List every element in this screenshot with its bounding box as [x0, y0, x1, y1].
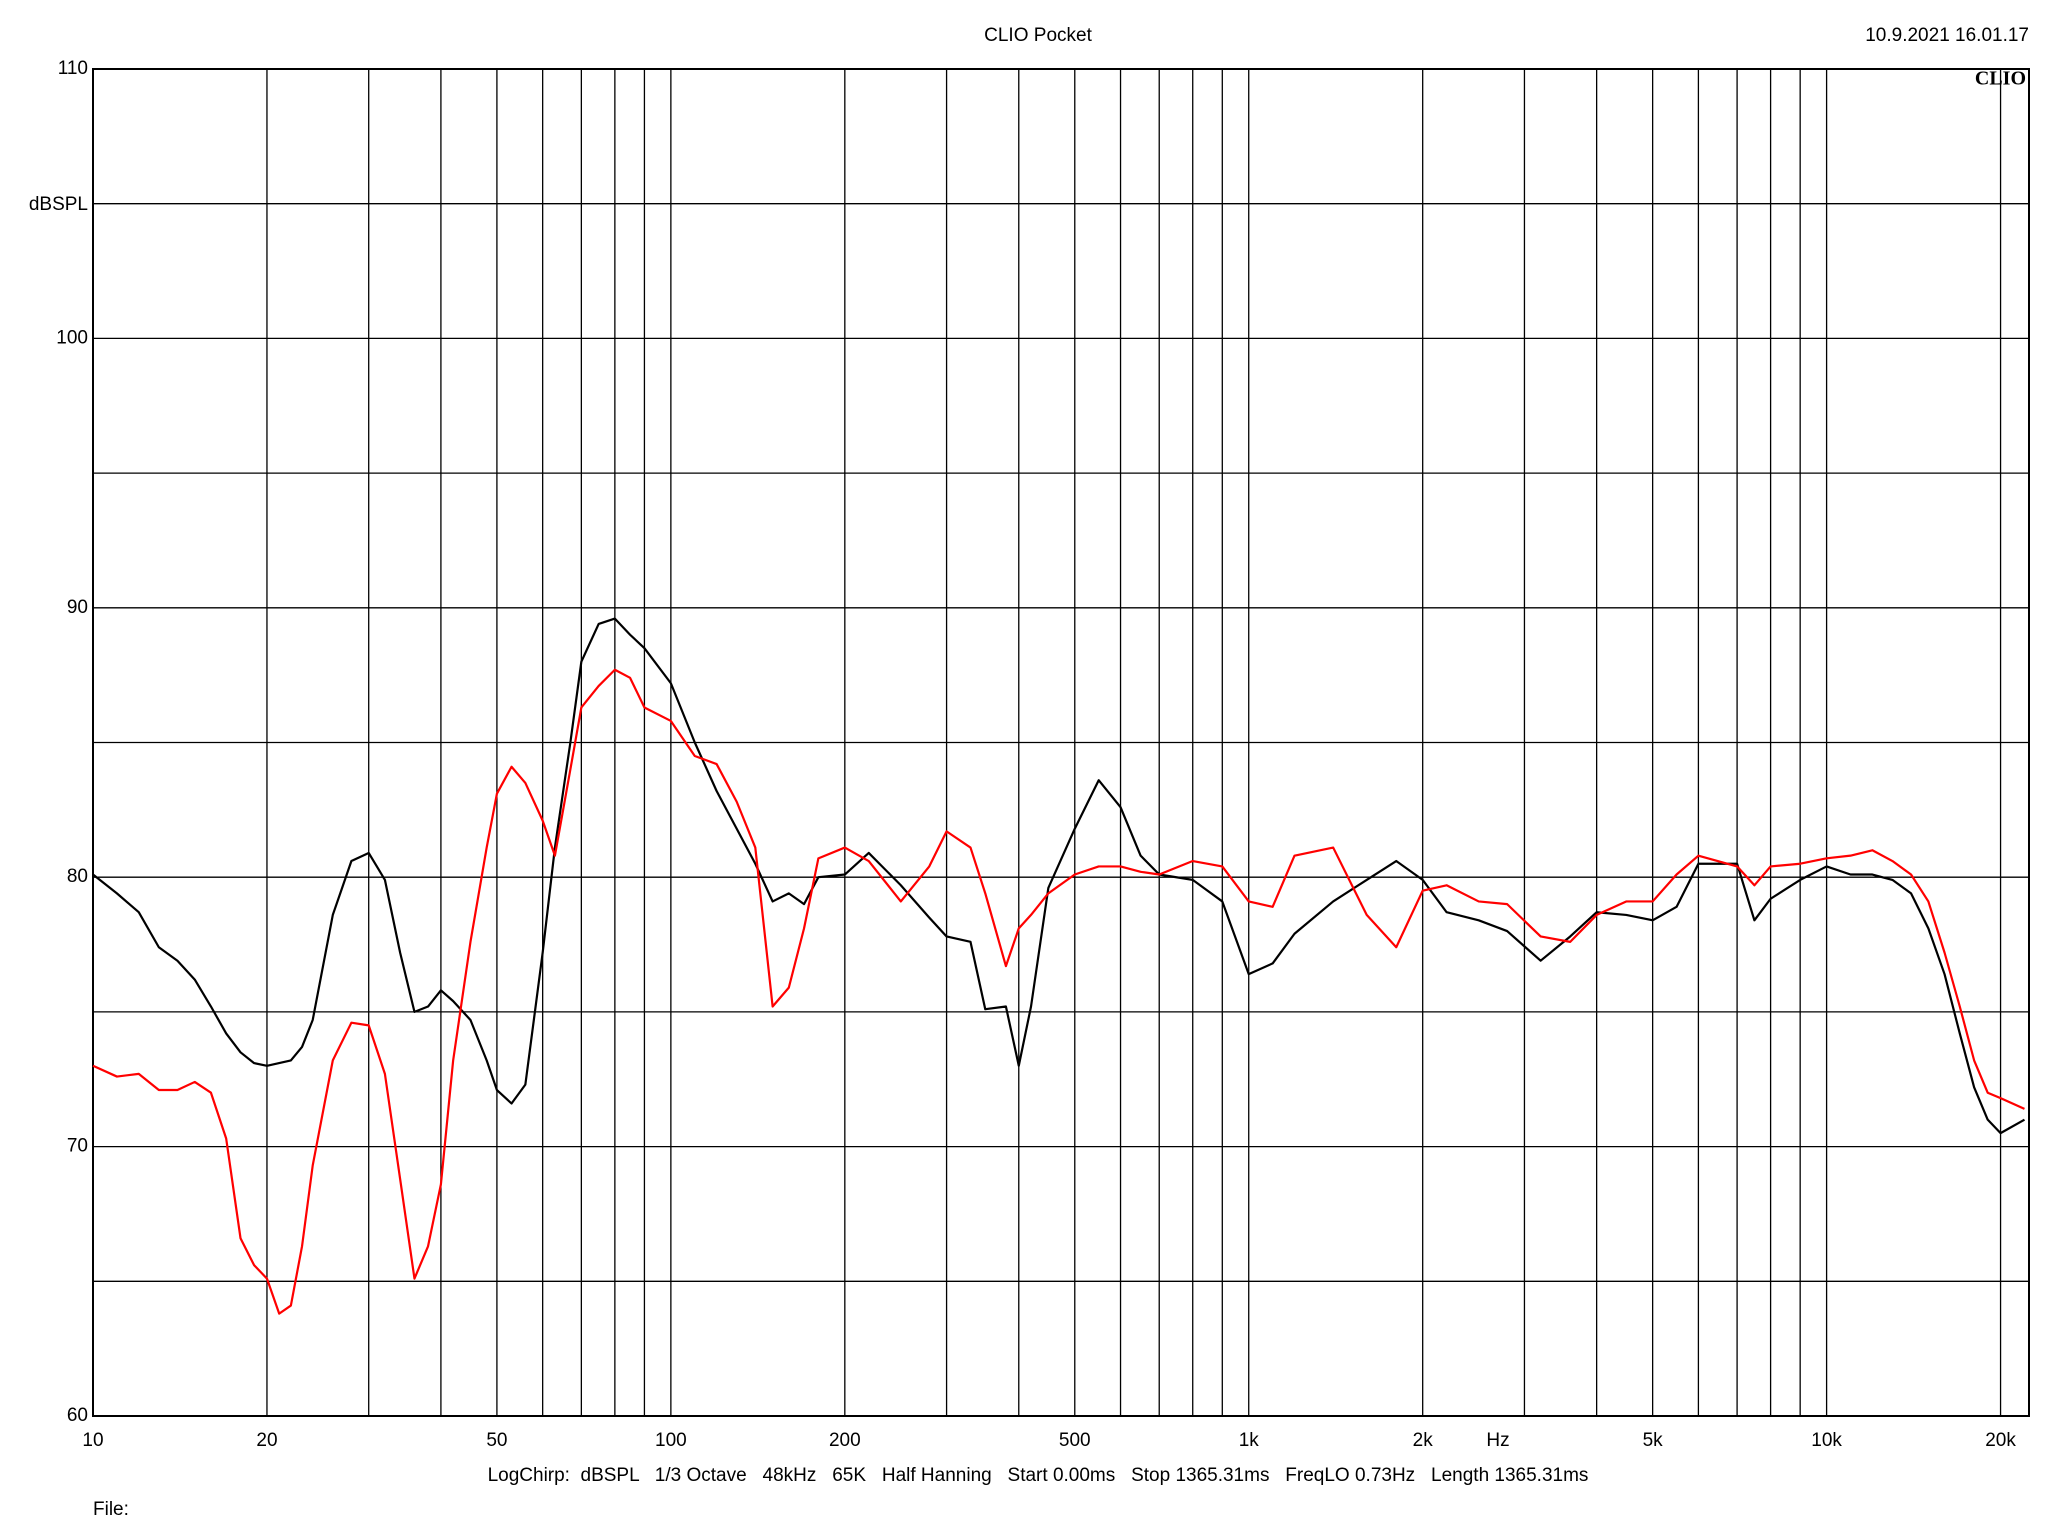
x-tick-label: 20k [1985, 1430, 2016, 1451]
x-axis-label: Hz [1486, 1430, 1509, 1451]
x-tick-label: 200 [829, 1430, 861, 1451]
y-axis-label: dBSPL [29, 194, 88, 215]
y-tick-label: 60 [67, 1405, 88, 1426]
plot-frame [92, 68, 2030, 1417]
x-tick-label: 5k [1643, 1430, 1664, 1451]
x-tick-label: 50 [486, 1430, 507, 1451]
series-line [92, 668, 2025, 1315]
y-tick-label: 110 [58, 58, 88, 79]
file-label: File: [93, 1499, 129, 1520]
x-tick-label: 10k [1811, 1430, 1842, 1451]
y-tick-label: 100 [56, 327, 88, 348]
timestamp: 10.9.2021 16.01.17 [1865, 25, 2029, 46]
x-tick-label: 1k [1239, 1430, 1260, 1451]
series-line [92, 617, 2026, 1135]
footer: LogChirp: dBSPL 1/3 Octave 48kHz 65K Hal… [488, 1465, 1589, 1486]
y-tick-label: 80 [67, 866, 88, 887]
x-tick-label: 10 [82, 1430, 103, 1451]
x-tick-label: 500 [1059, 1430, 1091, 1451]
x-tick-label: 20 [256, 1430, 277, 1451]
chart-title: CLIO Pocket [984, 25, 1092, 46]
x-tick-label: 100 [655, 1430, 687, 1451]
y-tick-label: 90 [67, 597, 88, 618]
x-tick-label: 2k [1413, 1430, 1434, 1451]
y-tick-label: 70 [67, 1136, 88, 1157]
